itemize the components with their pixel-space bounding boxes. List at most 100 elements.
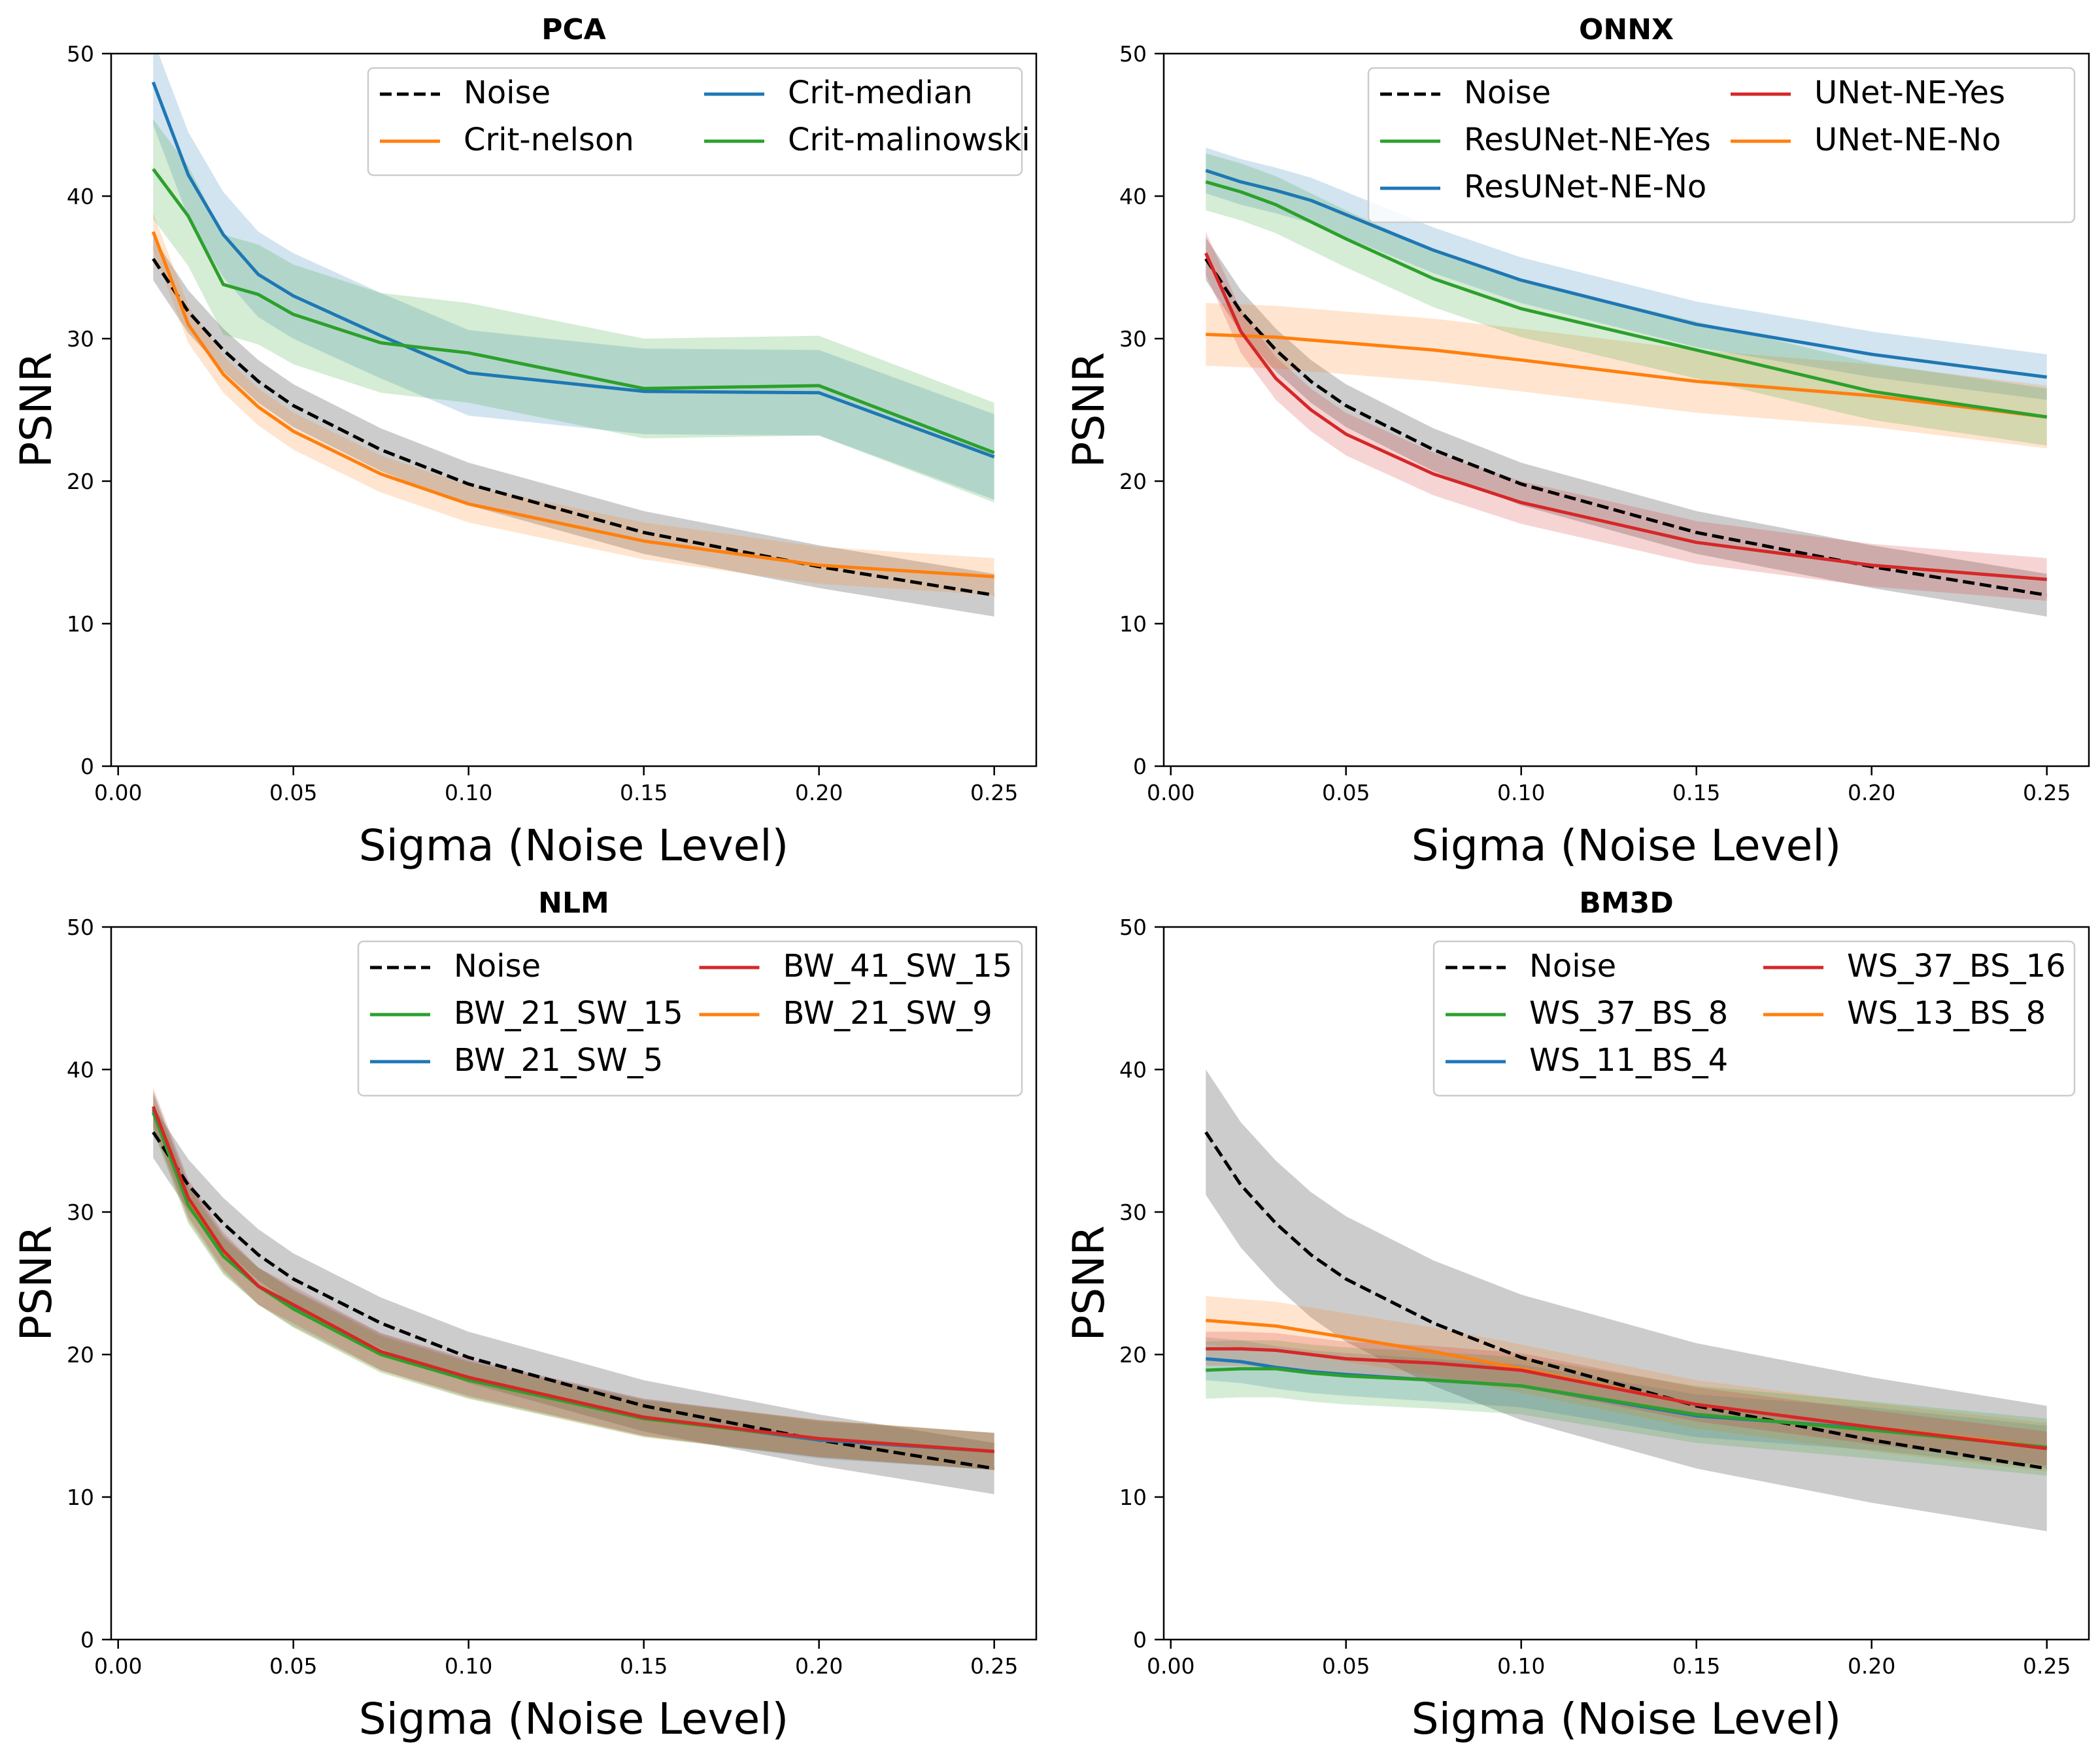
line-ws-37-bs-16 bbox=[1206, 1347, 2048, 1451]
band-noise bbox=[1206, 1070, 2047, 1532]
y-tick-label: 50 bbox=[67, 41, 94, 67]
line-crit-median bbox=[151, 81, 995, 459]
y-tick-label: 50 bbox=[67, 915, 94, 940]
legend: Noise Crit-nelson Crit-median Crit-malinows… bbox=[367, 67, 1030, 177]
y-tick-label: 20 bbox=[1119, 469, 1147, 494]
x-axis-label: Sigma (Noise Level) bbox=[359, 820, 789, 871]
x-tick-label: 0.25 bbox=[970, 1653, 1018, 1679]
line-crit-nelson bbox=[151, 231, 994, 579]
axes-frame bbox=[110, 52, 1038, 767]
y-tick-label: 20 bbox=[67, 469, 94, 494]
x-tick-label: 0.15 bbox=[620, 780, 668, 805]
x-tick-label: 0.05 bbox=[1322, 780, 1370, 805]
y-tick-label: 30 bbox=[67, 326, 94, 352]
line-noise bbox=[1204, 258, 2048, 597]
legend-label-resunet-ne-no: ResUNet-NE-No bbox=[1464, 169, 1706, 205]
chart-title: ONNX bbox=[1579, 13, 1674, 46]
x-tick-label: 0.15 bbox=[620, 1653, 668, 1679]
y-axis-label: PSNR bbox=[11, 352, 61, 468]
x-axis-label: Sigma (Noise Level) bbox=[359, 1694, 789, 1744]
y-axis-label: PSNR bbox=[11, 1226, 61, 1341]
x-tick-label: 0.25 bbox=[2023, 780, 2071, 805]
legend-label-bw-21-sw-9: BW_21_SW_9 bbox=[783, 995, 992, 1032]
y-tick-label: 20 bbox=[1119, 1342, 1147, 1368]
legend-label-crit-median: Crit-median bbox=[788, 75, 973, 111]
legend-label-noise: Noise bbox=[1529, 948, 1616, 985]
band-crit-nelson bbox=[153, 213, 994, 596]
y-tick-label: 20 bbox=[67, 1342, 94, 1368]
y-tick-label: 10 bbox=[1119, 611, 1147, 637]
axes-frame bbox=[110, 926, 1038, 1641]
line-noise bbox=[152, 258, 995, 597]
x-tick-label: 0.00 bbox=[94, 1653, 142, 1679]
x-tick-label: 0.10 bbox=[1497, 1653, 1545, 1679]
x-tick-label: 0.00 bbox=[1147, 780, 1194, 805]
chart-bm3d: 0.00 0.05 0.10 0.15 0.20 0.25 0 10 20 30 40 50 BM3D S… bbox=[1064, 886, 2090, 1744]
axes-frame bbox=[1162, 926, 2090, 1641]
band-resunet-ne-yes bbox=[1206, 153, 2047, 446]
line-resunet-ne-yes bbox=[1205, 180, 2048, 419]
band-crit-median bbox=[153, 54, 994, 500]
x-tick-label: 0.05 bbox=[1322, 1653, 1370, 1679]
x-tick-label: 0.00 bbox=[94, 780, 142, 805]
chart-title: BM3D bbox=[1579, 886, 1673, 920]
band-noise bbox=[153, 1106, 994, 1494]
x-tick-label: 0.25 bbox=[2023, 1653, 2071, 1679]
legend: Noise WS_37_BS_8 WS_11_BS_4 WS_37_BS_16 WS_1… bbox=[1432, 940, 2076, 1097]
legend-box bbox=[1432, 940, 2076, 1097]
legend-label-ws-37-bs-8: WS_37_BS_8 bbox=[1529, 995, 1728, 1032]
legend-label-ws-11-bs-4: WS_11_BS_4 bbox=[1529, 1042, 1728, 1079]
x-tick-label: 0.15 bbox=[1672, 1653, 1720, 1679]
line-unet-ne-yes bbox=[1204, 252, 2047, 581]
chart-title: NLM bbox=[538, 886, 609, 920]
x-tick-label: 0.05 bbox=[269, 780, 317, 805]
band-ws-37-bs-8 bbox=[1206, 1340, 2047, 1476]
x-axis-label: Sigma (Noise Level) bbox=[1412, 820, 1842, 871]
line-crit-malinowski bbox=[152, 168, 995, 454]
legend-label-noise: Noise bbox=[464, 75, 550, 111]
line-unet-ne-no bbox=[1206, 333, 2048, 419]
line-resunet-ne-no bbox=[1205, 169, 2048, 379]
chart-nlm: 0.00 0.05 0.10 0.15 0.20 0.25 0 10 20 30 40 50 NLM Si… bbox=[11, 886, 1038, 1744]
x-tick-label: 0.05 bbox=[269, 1653, 317, 1679]
legend: Noise ResUNet-NE-Yes ResUNet-NE-No UNet-NE-… bbox=[1367, 67, 2076, 224]
legend-label-bw-21-sw-15: BW_21_SW_15 bbox=[454, 995, 683, 1032]
chart-title: PCA bbox=[541, 13, 606, 46]
axes-frame bbox=[1162, 52, 2090, 767]
legend-label-noise: Noise bbox=[1464, 75, 1551, 111]
legend-label-unet-ne-yes: UNet-NE-Yes bbox=[1814, 75, 2005, 111]
band-bw-41-sw-15 bbox=[153, 1088, 994, 1470]
legend-box bbox=[367, 67, 1023, 177]
legend-label-ws-37-bs-16: WS_37_BS_16 bbox=[1847, 948, 2066, 985]
y-tick-label: 50 bbox=[1119, 915, 1147, 940]
y-tick-label: 30 bbox=[1119, 1200, 1147, 1225]
x-tick-label: 0.20 bbox=[795, 780, 843, 805]
band-bw-21-sw-15 bbox=[153, 1094, 994, 1470]
band-noise bbox=[1206, 237, 2047, 617]
x-tick-label: 0.00 bbox=[1147, 1653, 1194, 1679]
x-axis-label: Sigma (Noise Level) bbox=[1412, 1694, 1842, 1744]
legend: Noise BW_21_SW_15 BW_21_SW_5 BW_41_SW_15 BW_… bbox=[357, 940, 1023, 1097]
band-bw-21-sw-9 bbox=[153, 1094, 994, 1470]
band-resunet-ne-no bbox=[1206, 147, 2047, 400]
band-crit-malinowski bbox=[153, 119, 994, 503]
y-tick-label: 0 bbox=[80, 1627, 94, 1653]
x-tick-label: 0.25 bbox=[970, 780, 1018, 805]
y-tick-label: 40 bbox=[67, 1057, 94, 1083]
legend-label-resunet-ne-yes: ResUNet-NE-Yes bbox=[1464, 122, 1711, 158]
band-unet-ne-no bbox=[1206, 303, 2047, 448]
x-tick-label: 0.15 bbox=[1672, 780, 1720, 805]
y-tick-label: 50 bbox=[1119, 41, 1147, 67]
legend-label-crit-nelson: Crit-nelson bbox=[464, 122, 634, 158]
legend-box bbox=[357, 940, 1023, 1097]
y-tick-label: 40 bbox=[67, 184, 94, 209]
chart-pca: 0.00 0.05 0.10 0.15 0.20 0.25 0 10 20 30 40 50 PCA Si… bbox=[11, 13, 1038, 871]
x-tick-label: 0.10 bbox=[1497, 780, 1545, 805]
y-tick-label: 0 bbox=[1133, 754, 1147, 779]
y-tick-label: 0 bbox=[1133, 1627, 1147, 1653]
y-tick-label: 10 bbox=[67, 1485, 94, 1510]
y-tick-label: 30 bbox=[67, 1200, 94, 1225]
y-tick-label: 0 bbox=[80, 754, 94, 779]
y-tick-label: 10 bbox=[67, 611, 94, 637]
legend-box bbox=[1367, 67, 2076, 224]
